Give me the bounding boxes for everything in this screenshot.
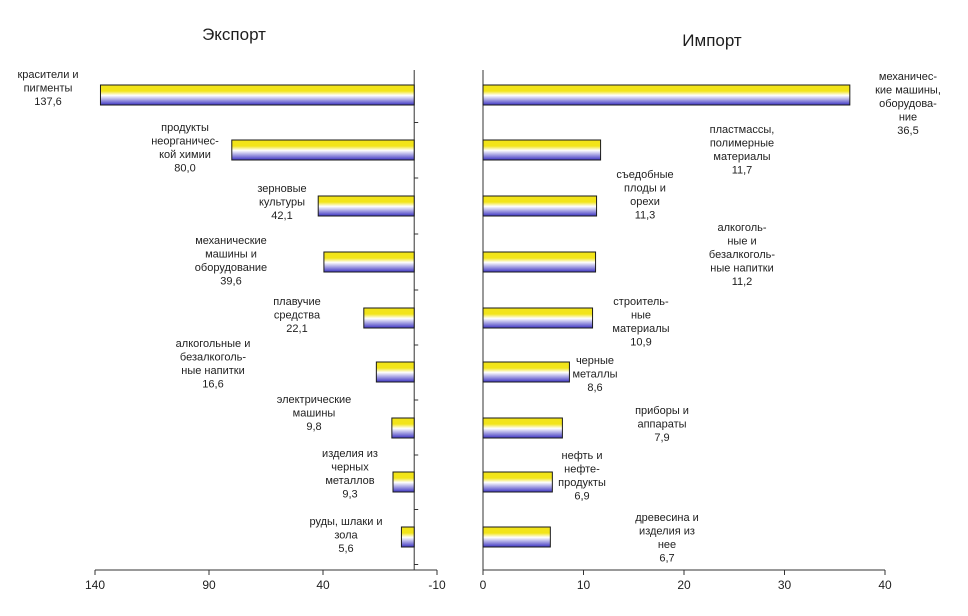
export-x-tick-label: 40 xyxy=(316,578,330,592)
export-bar xyxy=(392,471,415,493)
import-bar-label: черные металлы 8,6 xyxy=(572,355,617,394)
import-bar xyxy=(482,526,551,548)
export-bar-label: руды, шлаки и зола 5,6 xyxy=(309,516,382,555)
import-bar xyxy=(482,195,598,217)
import-bar-label: строитель-ные материалы 10,9 xyxy=(612,296,669,349)
import-x-tick-label: 0 xyxy=(480,578,487,592)
import-x-tick-label: 10 xyxy=(577,578,591,592)
import-bar xyxy=(482,251,597,273)
export-bar-label: изделия из черных металлов 9,3 xyxy=(322,448,378,501)
export-x-tick-label: 90 xyxy=(202,578,216,592)
import-bar-label: древесина и изделия из нее 6,7 xyxy=(635,512,699,565)
import-bar xyxy=(482,471,553,493)
import-bar xyxy=(482,307,594,329)
export-bar xyxy=(231,139,415,161)
export-bar-label: механические машины и оборудование 39,6 xyxy=(195,235,267,288)
import-bar-label: механичес-кие машины, оборудова-ние 36,5 xyxy=(875,71,941,137)
export-x-tick-label: -10 xyxy=(428,578,446,592)
export-bar xyxy=(323,251,415,273)
import-bar xyxy=(482,417,563,439)
export-bar xyxy=(99,84,415,106)
export-bar xyxy=(400,526,415,548)
import-x-tick-label: 20 xyxy=(677,578,691,592)
export-bar-label: продукты неорганичес-кой химии 80,0 xyxy=(151,122,219,175)
export-bar xyxy=(391,417,415,439)
export-x-tick-label: 140 xyxy=(85,578,105,592)
export-bar xyxy=(363,307,415,329)
import-bar-label: приборы и аппараты 7,9 xyxy=(635,405,689,444)
import-chart: Импорт 0 10 20 30 40 механичес-кие машины, обор… xyxy=(480,31,941,592)
export-bar-label: зерновые культуры 42,1 xyxy=(257,183,306,222)
export-bar xyxy=(375,361,415,383)
import-bar xyxy=(482,84,851,106)
import-bar-label: пластмассы, полимерные материалы 11,7 xyxy=(710,124,775,177)
export-chart: Экспорт 140 90 40 -10 красители и пигменты 137,… xyxy=(17,25,446,592)
export-bar-label: электрические машины 9,8 xyxy=(277,394,352,433)
export-bar xyxy=(317,195,415,217)
import-title: Импорт xyxy=(682,31,742,50)
export-bar-label: плавучие средства 22,1 xyxy=(273,296,321,335)
import-x-tick-label: 40 xyxy=(878,578,892,592)
export-title: Экспорт xyxy=(202,25,266,44)
import-bar xyxy=(482,139,602,161)
import-bar xyxy=(482,361,570,383)
import-bar-label: съедобные плоды и орехи 11,3 xyxy=(616,169,673,222)
export-bar-label: алкогольные и безалкоголь-ные напитки 16,6 xyxy=(176,338,251,391)
import-bar-label: алкоголь-ные и безалкоголь-ные напитки 11,… xyxy=(709,222,775,288)
import-x-tick-label: 30 xyxy=(778,578,792,592)
import-bar-label: нефть и нефте-продукты 6,9 xyxy=(558,450,606,503)
export-bar-label: красители и пигменты 137,6 xyxy=(17,69,78,108)
